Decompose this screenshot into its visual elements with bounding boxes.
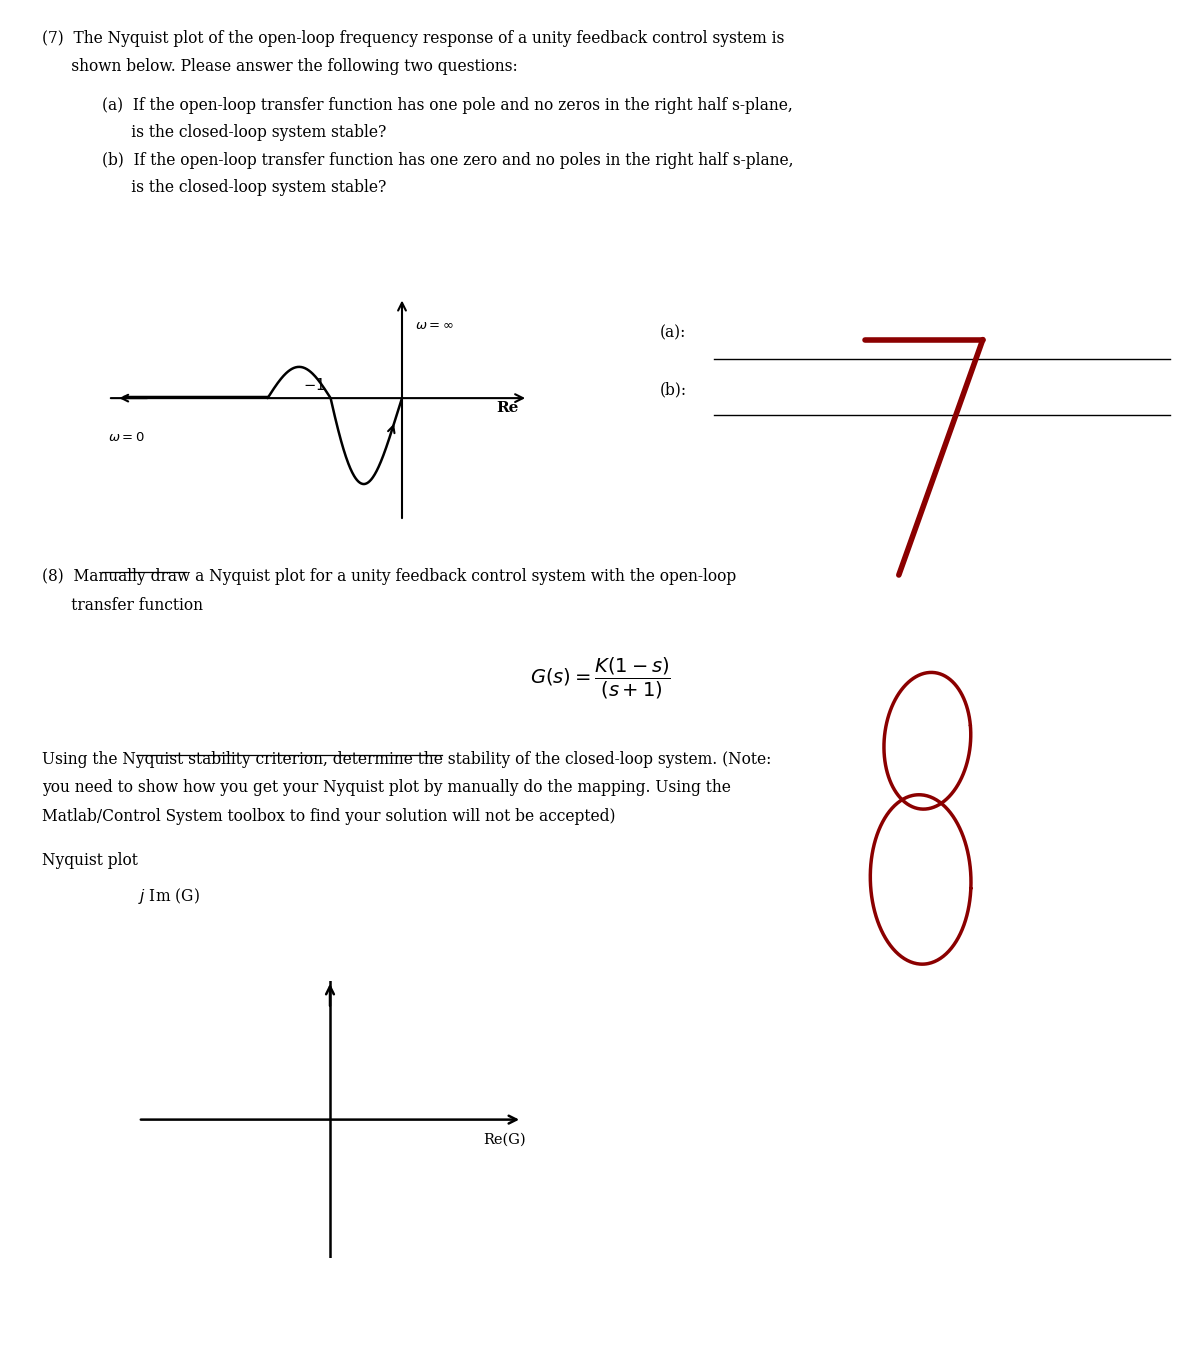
Text: Re(G): Re(G) <box>484 1132 527 1147</box>
Text: shown below. Please answer the following two questions:: shown below. Please answer the following… <box>42 58 517 76</box>
Text: (7)  The Nyquist plot of the open-loop frequency response of a unity feedback co: (7) The Nyquist plot of the open-loop fr… <box>42 30 785 47</box>
Text: is the closed-loop system stable?: is the closed-loop system stable? <box>102 124 386 142</box>
Text: $-1$: $-1$ <box>302 377 325 394</box>
Text: (a)  If the open-loop transfer function has one pole and no zeros in the right h: (a) If the open-loop transfer function h… <box>102 97 793 115</box>
Text: (b):: (b): <box>660 382 688 399</box>
Text: (8)  Manually draw a Nyquist plot for a unity feedback control system with the o: (8) Manually draw a Nyquist plot for a u… <box>42 568 737 586</box>
Text: (b)  If the open-loop transfer function has one zero and no poles in the right h: (b) If the open-loop transfer function h… <box>102 152 793 169</box>
Text: Nyquist plot: Nyquist plot <box>42 852 138 870</box>
Text: transfer function: transfer function <box>42 597 203 614</box>
Text: $G(s) = \dfrac{K(1-s)}{(s+1)}$: $G(s) = \dfrac{K(1-s)}{(s+1)}$ <box>529 656 671 701</box>
Text: Re: Re <box>496 400 518 414</box>
Text: (a):: (a): <box>660 325 686 342</box>
Text: you need to show how you get your Nyquist plot by manually do the mapping. Using: you need to show how you get your Nyquis… <box>42 779 731 797</box>
Text: Matlab/Control System toolbox to find your solution will not be accepted): Matlab/Control System toolbox to find yo… <box>42 808 616 825</box>
Text: $j$ Im (G): $j$ Im (G) <box>138 886 200 907</box>
Text: $\omega=0$: $\omega=0$ <box>108 430 145 444</box>
Text: $\omega = \infty$: $\omega = \infty$ <box>415 319 454 331</box>
Text: is the closed-loop system stable?: is the closed-loop system stable? <box>102 179 386 196</box>
Text: Using the Nyquist stability criterion, determine the stability of the closed-loo: Using the Nyquist stability criterion, d… <box>42 751 772 769</box>
